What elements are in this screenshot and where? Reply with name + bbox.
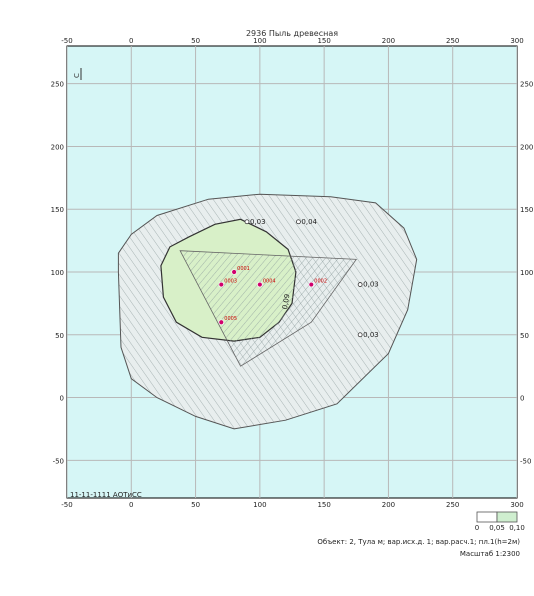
isoline-label: 0,09 [281, 293, 292, 310]
calc-point-value: 0,03 [363, 281, 379, 289]
x-tick-label: 200 [382, 501, 395, 509]
y-tick-label: 200 [520, 143, 533, 151]
map-stamp: 11-11-1111 АОТиСС [70, 491, 142, 499]
y-tick-label: 150 [51, 206, 64, 214]
legend-swatch-low [476, 511, 498, 523]
y-tick-label: 150 [520, 206, 533, 214]
area-polygon [179, 250, 358, 367]
y-tick-label: 50 [520, 332, 529, 340]
calc-point: 0,04 [296, 218, 318, 226]
y-tick-label: -50 [520, 457, 531, 465]
source-id: 0003 [224, 279, 237, 285]
x-tick-label: 300 [510, 501, 523, 509]
x-tick-label: -50 [61, 37, 72, 45]
y-tick-label: 250 [520, 81, 533, 89]
emission-sources: 0001 0003 0004 0002 0005 [218, 266, 327, 325]
x-tick-label: 100 [253, 37, 266, 45]
emission-source[interactable]: 0003 [218, 279, 237, 288]
north-marker: С [73, 73, 81, 78]
source-marker[interactable] [218, 281, 224, 288]
x-tick-label: 100 [253, 501, 266, 509]
concentration-legend: 0 0,05 0,10 [475, 511, 525, 532]
source-marker[interactable] [218, 319, 224, 325]
source-id: 0001 [237, 266, 250, 272]
calc-point-value: 0,04 [301, 218, 317, 226]
legend-tick-1: 0,05 [489, 524, 505, 532]
x-tick-label: -50 [61, 501, 72, 509]
scale-info: Масштаб 1:2300 [460, 550, 520, 558]
y-tick-label: -50 [53, 457, 64, 465]
map-title: 2936 Пыль древесная [246, 29, 338, 38]
axis-ticks: -50 -50 0 0 50 50 100 100 150 150 200 200 250 250 300 3… [51, 37, 534, 509]
calc-point-marker [296, 219, 301, 225]
x-tick-label: 150 [317, 37, 330, 45]
emission-source[interactable]: 0002 [308, 279, 327, 288]
x-tick-label: 50 [191, 501, 200, 509]
emission-source[interactable]: 0005 [218, 316, 237, 325]
source-id: 0002 [314, 279, 327, 285]
source-id: 0005 [224, 316, 237, 322]
x-tick-label: 50 [191, 37, 200, 45]
concentration-zones: 0,09 [117, 193, 418, 430]
x-tick-label: 0 [129, 501, 133, 509]
source-marker[interactable] [231, 269, 237, 275]
calc-points: 0,03 0,04 0,03 0,03 [244, 218, 379, 339]
x-tick-label: 0 [129, 37, 133, 45]
x-tick-label: 250 [446, 501, 459, 509]
emission-source[interactable]: 0001 [231, 266, 250, 275]
object-info: Объект: 2, Тула м; вар.исх.д. 1; вар.рас… [317, 538, 520, 546]
legend-tick-0: 0 [475, 524, 479, 532]
y-tick-label: 0 [60, 395, 64, 403]
calc-point-value: 0,03 [363, 331, 379, 339]
calc-point: 0,03 [357, 281, 379, 289]
source-marker[interactable] [257, 281, 263, 288]
x-tick-label: 150 [317, 501, 330, 509]
legend-tick-2: 0,10 [509, 524, 525, 532]
x-tick-label: 250 [446, 37, 459, 45]
y-tick-label: 250 [51, 81, 64, 89]
y-tick-label: 200 [51, 143, 64, 151]
legend-swatch-high [496, 511, 518, 523]
emission-source[interactable]: 0004 [257, 279, 276, 288]
source-marker[interactable] [308, 281, 314, 288]
calc-point: 0,03 [244, 218, 266, 226]
source-id: 0004 [263, 279, 276, 285]
y-tick-label: 50 [55, 332, 64, 340]
x-tick-label: 300 [510, 37, 523, 45]
calc-point-marker [357, 332, 363, 338]
x-tick-label: 200 [382, 37, 395, 45]
calc-point-marker [244, 219, 250, 225]
calc-point: 0,03 [357, 331, 379, 339]
y-tick-label: 0 [520, 395, 524, 403]
calc-point-marker [357, 282, 363, 287]
y-tick-label: 100 [51, 269, 64, 277]
calc-point-value: 0,03 [250, 218, 266, 226]
y-tick-label: 100 [520, 269, 533, 277]
